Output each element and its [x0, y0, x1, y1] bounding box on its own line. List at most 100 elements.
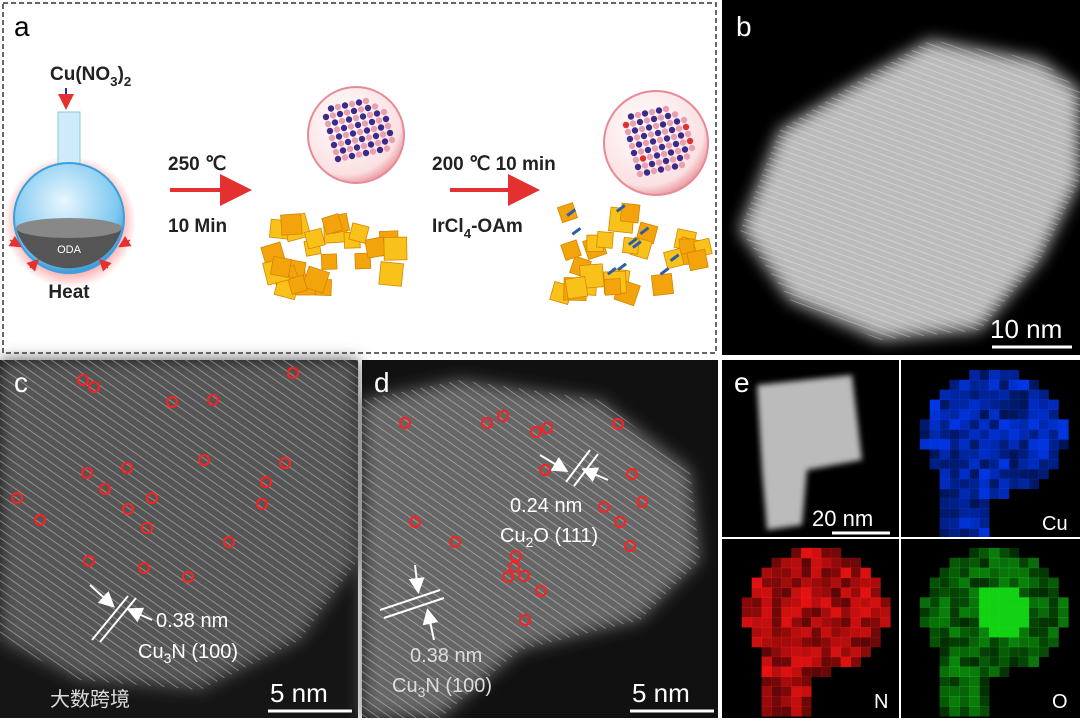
atom	[662, 157, 670, 165]
defect-marker	[624, 540, 636, 552]
map-pixel	[979, 706, 990, 717]
map-pixel	[840, 646, 852, 658]
atoms	[322, 97, 696, 178]
map-pixel	[1008, 429, 1020, 440]
atom	[355, 99, 363, 106]
cube	[364, 236, 387, 259]
map-pixel	[969, 488, 980, 499]
map-pixel	[959, 646, 970, 658]
map-pixel	[801, 676, 812, 687]
map-pixel	[998, 369, 1010, 381]
atom	[351, 137, 359, 144]
defect-marker	[530, 426, 542, 438]
defect-marker	[34, 514, 46, 526]
map-pixel	[870, 607, 881, 618]
map-pixel	[801, 686, 812, 697]
atom	[647, 131, 655, 138]
map-pixel	[830, 656, 842, 668]
watermark: 大数跨境	[50, 688, 130, 711]
panel-a: a Cu(NO3)2 ODA Heat 250 ℃ 10 Min 200 ℃ 1…	[2, 2, 717, 354]
map-pixel	[1018, 636, 1030, 648]
map-pixel	[1038, 439, 1049, 450]
haadf-particle	[757, 375, 862, 530]
map-pixel	[860, 646, 871, 658]
map-pixel	[989, 587, 1000, 598]
map-pixel	[781, 646, 792, 658]
map-pixel	[781, 696, 792, 707]
atom	[624, 128, 632, 136]
atom	[367, 141, 375, 148]
map-pixel	[811, 577, 822, 588]
map-pixel	[979, 488, 990, 499]
map-pixel	[1038, 399, 1049, 410]
map-pixel	[1008, 607, 1020, 618]
map-pixel	[761, 666, 772, 677]
atom	[635, 141, 643, 148]
map-pixel	[939, 488, 950, 499]
defect-marker	[77, 374, 89, 386]
scale-bar-label: 10 nm	[990, 314, 1062, 344]
element-label: Cu	[1042, 513, 1068, 535]
map-pixel	[791, 706, 802, 717]
map-pixel	[989, 636, 1000, 648]
map-pixel	[998, 478, 1010, 490]
atom	[634, 163, 642, 171]
map-pixel	[939, 696, 950, 707]
map-pixel	[989, 567, 1000, 579]
cube-cluster	[260, 202, 713, 307]
map-pixel	[741, 607, 753, 618]
map-pixel	[830, 617, 842, 628]
map-pixel	[959, 666, 970, 677]
map-pixel	[840, 617, 852, 628]
map-pixel	[771, 676, 782, 687]
atom	[365, 134, 373, 141]
map-pixel	[791, 547, 802, 559]
defect-marker	[88, 381, 100, 393]
map-pixel	[1038, 646, 1049, 658]
defect-marker	[256, 498, 268, 510]
atom	[622, 121, 630, 129]
map-pixel	[820, 547, 832, 559]
map-pixel	[989, 468, 1000, 480]
map-pixel	[820, 627, 832, 638]
map-pixel	[919, 419, 931, 430]
atom	[650, 115, 658, 123]
ligand	[566, 208, 577, 217]
map-pixel	[761, 696, 772, 707]
map-pixel	[781, 617, 792, 628]
map-pixel	[761, 656, 772, 668]
map-pixel	[840, 567, 852, 579]
map-pixel	[959, 686, 970, 697]
defect-markers	[399, 410, 648, 626]
atom	[628, 142, 636, 150]
map-pixel	[989, 488, 1000, 499]
atom	[358, 135, 366, 143]
map-pixel	[781, 577, 792, 588]
map-pixel	[939, 429, 950, 440]
map-pixel	[1038, 587, 1049, 598]
map-pixel	[949, 676, 960, 687]
map-pixel	[969, 636, 980, 648]
atom	[657, 114, 665, 121]
map-pixel	[1048, 627, 1059, 638]
map-pixel	[969, 439, 980, 450]
map-pixel	[979, 696, 990, 707]
atom	[632, 156, 640, 164]
map-pixel	[781, 686, 792, 697]
map-pixel	[801, 646, 812, 658]
map-pixel	[939, 646, 950, 658]
atom	[680, 116, 688, 124]
defect-marker	[207, 394, 219, 406]
map-pixel	[949, 478, 960, 490]
map-pixel	[969, 686, 980, 697]
map-pixel	[1028, 409, 1039, 420]
defect-marker	[99, 483, 111, 495]
map-pixel	[1058, 607, 1069, 618]
map-pixel	[998, 458, 1010, 470]
map-pixel	[949, 449, 960, 460]
cube	[321, 213, 344, 236]
atom	[332, 148, 340, 156]
atom	[668, 126, 676, 134]
defect-marker	[166, 396, 178, 408]
